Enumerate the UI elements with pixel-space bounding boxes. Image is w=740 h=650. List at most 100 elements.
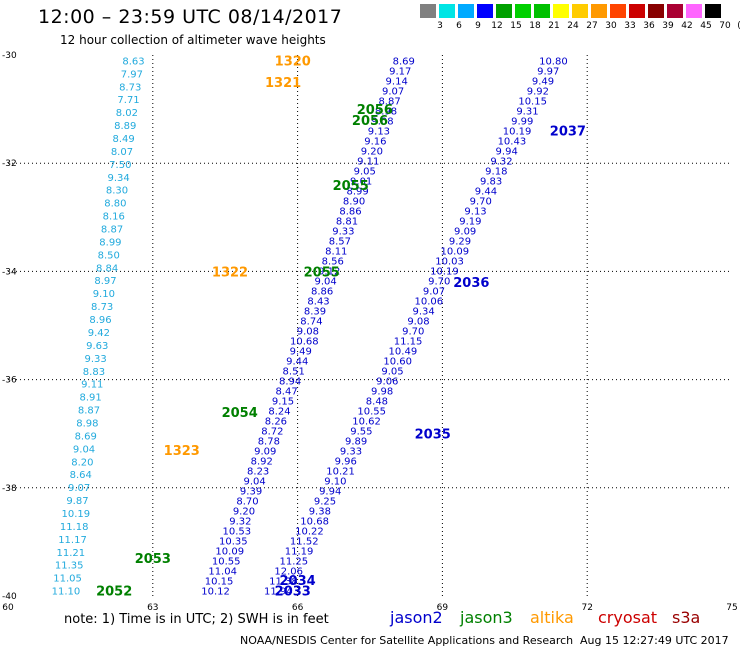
swh-value-label: 8.39 xyxy=(304,306,326,317)
swh-value-label: 8.81 xyxy=(336,216,358,227)
swh-value-label: 8.78 xyxy=(258,437,280,448)
y-tick-label: -40 xyxy=(2,592,17,602)
swh-value-label: 8.74 xyxy=(300,316,322,327)
swh-value-label: 11.19 xyxy=(285,547,314,558)
swh-value-label: 10.60 xyxy=(383,357,412,368)
swh-value-label: 9.12 xyxy=(318,266,340,277)
swh-value-label: 7.50 xyxy=(109,160,131,171)
x-tick-label: 75 xyxy=(726,603,737,613)
swh-value-label: 8.94 xyxy=(279,377,301,388)
swh-value-label: 9.44 xyxy=(286,357,308,368)
scale-label: (ft) xyxy=(732,21,740,31)
swh-value-label: 9.05 xyxy=(381,367,403,378)
swh-value-label: 9.70 xyxy=(428,276,450,287)
swh-value-label: 9.13 xyxy=(464,206,486,217)
swh-value-label: 9.14 xyxy=(386,76,408,87)
satellite-legend-s3a: s3a xyxy=(672,608,701,627)
swh-value-label: 9.96 xyxy=(335,457,357,468)
swh-value-label: 11.15 xyxy=(394,337,423,348)
scale-swatch xyxy=(572,4,588,18)
swh-value-label: 9.25 xyxy=(314,497,336,508)
swh-value-label: 9.55 xyxy=(350,427,372,438)
swh-value-label: 9.92 xyxy=(527,86,549,97)
swh-value-label: 10.55 xyxy=(212,557,241,568)
swh-value-label: 9.07 xyxy=(382,86,404,97)
scale-swatch xyxy=(477,4,493,18)
swh-value-label: 9.42 xyxy=(88,328,110,339)
swh-value-label: 8.90 xyxy=(343,196,365,207)
scale-label: 3 xyxy=(437,21,443,31)
swh-value-label: 9.70 xyxy=(402,327,424,338)
swh-value-label: 10.06 xyxy=(415,296,444,307)
swh-value-label: 9.09 xyxy=(454,226,476,237)
swh-value-label: 9.11 xyxy=(357,156,379,167)
map-subtitle: 12 hour collection of altimeter wave hei… xyxy=(60,33,326,47)
swh-value-label: 9.33 xyxy=(340,447,362,458)
swh-value-label: 9.83 xyxy=(480,176,502,187)
scale-label: 21 xyxy=(548,21,560,31)
swh-value-label: 9.94 xyxy=(319,487,341,498)
map-title: 12:00 – 23:59 UTC 08/14/2017 xyxy=(38,6,343,28)
satellite-legend-altika: altika xyxy=(530,608,574,627)
x-tick-label: 69 xyxy=(437,603,449,613)
swh-value-label: 9.11 xyxy=(81,380,103,391)
pass-number-label: 2037 xyxy=(550,125,586,140)
footer-note: note: 1) Time is in UTC; 2) SWH is in fe… xyxy=(64,612,329,627)
swh-value-label: 9.87 xyxy=(66,496,88,507)
swh-value-label: 9.19 xyxy=(459,216,481,227)
swh-value-label: 8.23 xyxy=(247,467,269,478)
pass-number-label: 2036 xyxy=(453,276,489,291)
swh-value-label: 9.49 xyxy=(290,347,312,358)
swh-value-label: 9.07 xyxy=(423,286,445,297)
pass-number-label: 1320 xyxy=(275,54,311,69)
swh-value-label: 8.98 xyxy=(76,418,98,429)
swh-value-label: 8.50 xyxy=(98,250,120,261)
swh-value-label: 8.96 xyxy=(89,315,111,326)
pass-number-label: 2053 xyxy=(135,552,171,567)
swh-value-label: 9.10 xyxy=(324,477,346,488)
scale-label: 24 xyxy=(567,21,579,31)
scale-swatch xyxy=(553,4,569,18)
swh-value-label: 11.94 xyxy=(264,587,293,598)
swh-value-label: 10.62 xyxy=(352,417,381,428)
swh-value-label: 9.20 xyxy=(233,507,255,518)
satellite-legend-jason3: jason3 xyxy=(460,608,513,627)
pass-number-label: 2035 xyxy=(415,428,451,443)
swh-value-label: 8.87 xyxy=(78,406,100,417)
swh-value-label: 9.98 xyxy=(371,387,393,398)
swh-value-label: 10.21 xyxy=(326,467,355,478)
pass-number-label: 2056 xyxy=(352,114,388,129)
swh-value-label: 8.97 xyxy=(94,276,116,287)
swh-value-label: 9.89 xyxy=(345,437,367,448)
swh-value-label: 10.15 xyxy=(205,577,234,588)
swh-value-label: 9.04 xyxy=(315,276,337,287)
swh-value-label: 8.64 xyxy=(70,470,92,481)
swh-value-label: 8.30 xyxy=(106,186,128,197)
satellite-legend-cryosat: cryosat xyxy=(598,608,658,627)
scale-label: 36 xyxy=(643,21,655,31)
scale-label: 45 xyxy=(700,21,712,31)
scale-swatch xyxy=(420,4,436,18)
pass-number-label: 2055 xyxy=(333,179,369,194)
swh-value-label: 8.26 xyxy=(265,417,287,428)
swh-value-label: 8.91 xyxy=(80,393,102,404)
swh-value-label: 9.29 xyxy=(449,236,471,247)
swh-value-label: 9.06 xyxy=(376,377,398,388)
swh-value-label: 9.49 xyxy=(532,76,554,87)
swh-value-label: 11.17 xyxy=(58,535,87,546)
satellite-legend-jason2: jason2 xyxy=(390,608,443,627)
swh-value-label: 9.44 xyxy=(475,186,497,197)
pass-number-label: 2033 xyxy=(275,585,311,600)
swh-value-label: 8.72 xyxy=(261,427,283,438)
swh-value-label: 8.24 xyxy=(268,407,290,418)
scale-swatch xyxy=(648,4,664,18)
swh-value-label: 8.02 xyxy=(116,108,138,119)
swh-value-label: 9.05 xyxy=(354,166,376,177)
swh-value-label: 9.94 xyxy=(496,146,518,157)
swh-value-label: 9.39 xyxy=(240,487,262,498)
swh-value-label: 8.87 xyxy=(378,96,400,107)
scale-label: 42 xyxy=(681,21,693,31)
swh-value-label: 9.08 xyxy=(371,116,393,127)
swh-value-label: 8.07 xyxy=(111,147,133,158)
